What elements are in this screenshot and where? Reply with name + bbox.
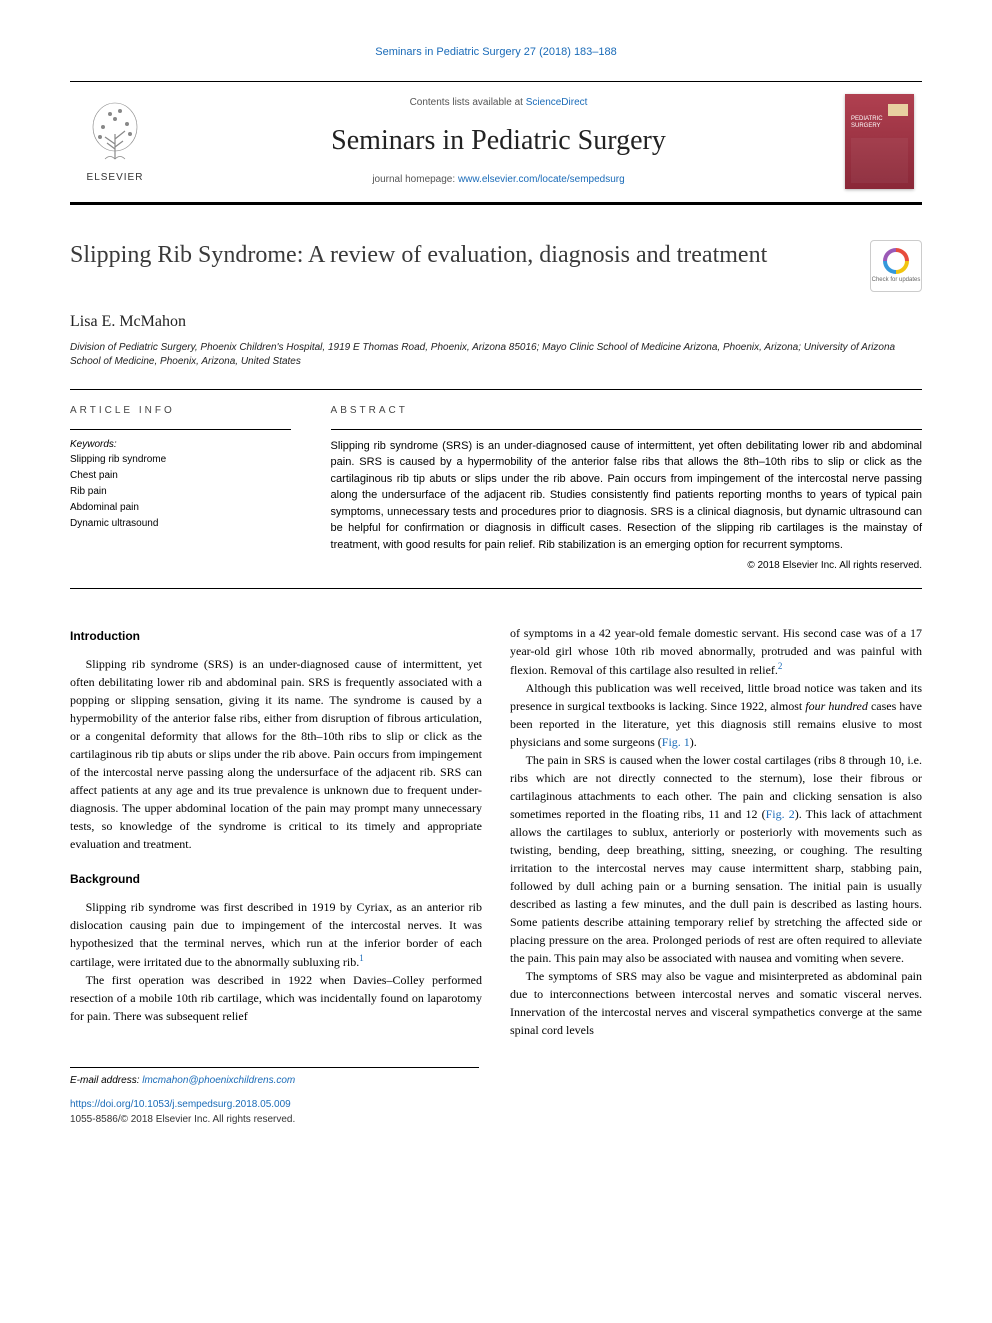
keyword: Abdominal pain [70,500,291,516]
email-label: E-mail address: [70,1075,142,1086]
title-block: Slipping Rib Syndrome: A review of evalu… [70,240,922,292]
contents-prefix: Contents lists available at [410,97,526,108]
contents-line: Contents lists available at ScienceDirec… [410,96,588,111]
abstract-copyright: © 2018 Elsevier Inc. All rights reserved… [331,559,922,574]
elsevier-logo: ELSEVIER [70,82,160,202]
article-info-label: article info [70,404,291,419]
abstract-label: abstract [331,404,922,419]
elsevier-tree-icon [85,99,145,169]
running-head: Seminars in Pediatric Surgery 27 (2018) … [70,45,922,61]
author-name: Lisa E. McMahon [70,310,922,333]
bg-p6: The symptoms of SRS may also be vague an… [510,967,922,1039]
cover-title-text: PEDIATRIC SURGERY [851,116,908,129]
bg-p4-emph: four hundred [805,699,868,713]
footer-block: E-mail address: lmcmahon@phoenixchildren… [70,1067,479,1128]
bg-p1-text: Slipping rib syndrome was first describe… [70,900,482,969]
fig1-link[interactable]: Fig. 1 [662,735,690,749]
doi-link[interactable]: https://doi.org/10.1053/j.sempedsurg.201… [70,1099,291,1110]
keyword: Slipping rib syndrome [70,452,291,468]
page: Seminars in Pediatric Surgery 27 (2018) … [0,0,992,1167]
email-link[interactable]: lmcmahon@phoenixchildrens.com [142,1075,295,1086]
bg-p3-text: of symptoms in a 42 year-old female dome… [510,626,922,677]
affiliation: Division of Pediatric Surgery, Phoenix C… [70,341,922,369]
masthead-center: Contents lists available at ScienceDirec… [160,82,837,202]
info-abstract-row: article info Keywords: Slipping rib synd… [70,389,922,589]
article-info-col: article info Keywords: Slipping rib synd… [70,390,309,588]
bg-p4c: ). [690,735,697,749]
heading-introduction: Introduction [70,628,482,645]
bg-p2: The first operation was described in 192… [70,971,482,1025]
abstract-col: abstract Slipping rib syndrome (SRS) is … [309,390,922,588]
homepage-prefix: journal homepage: [372,174,458,185]
bg-p5: The pain in SRS is caused when the lower… [510,751,922,967]
cover-thumbnail: PEDIATRIC SURGERY [845,94,914,189]
bg-p1: Slipping rib syndrome was first describe… [70,898,482,971]
elsevier-wordmark: ELSEVIER [87,171,144,186]
bg-p5b: ). This lack of attachment allows the ca… [510,807,922,965]
crossmark-button[interactable]: Check for updates [870,240,922,292]
body-columns: Introduction Slipping rib syndrome (SRS)… [70,624,922,1039]
journal-cover: PEDIATRIC SURGERY [837,82,922,202]
masthead: ELSEVIER Contents lists available at Sci… [70,81,922,205]
crossmark-label: Check for updates [872,276,921,285]
keywords-heading: Keywords: [70,429,291,453]
article-title: Slipping Rib Syndrome: A review of evalu… [70,240,870,271]
bg-p4: Although this publication was well recei… [510,679,922,751]
fig2-link[interactable]: Fig. 2 [766,807,795,821]
homepage-line: journal homepage: www.elsevier.com/locat… [372,173,624,188]
cover-body-art [851,138,908,183]
abstract-text: Slipping rib syndrome (SRS) is an under-… [331,429,922,554]
doi-line: https://doi.org/10.1053/j.sempedsurg.201… [70,1098,479,1113]
masthead-inner: ELSEVIER Contents lists available at Sci… [70,82,922,202]
homepage-link[interactable]: www.elsevier.com/locate/sempedsurg [458,174,625,185]
sciencedirect-link[interactable]: ScienceDirect [526,97,588,108]
heading-background: Background [70,871,482,888]
email-line: E-mail address: lmcmahon@phoenixchildren… [70,1074,479,1089]
ref-2[interactable]: 2 [778,661,783,671]
journal-title: Seminars in Pediatric Surgery [331,121,666,162]
keyword: Rib pain [70,484,291,500]
keyword: Chest pain [70,468,291,484]
ref-1[interactable]: 1 [359,953,364,963]
intro-p1: Slipping rib syndrome (SRS) is an under-… [70,655,482,853]
issn-line: 1055-8586/© 2018 Elsevier Inc. All right… [70,1113,479,1128]
keywords-list: Slipping rib syndrome Chest pain Rib pai… [70,452,291,532]
crossmark-icon [883,248,909,274]
keyword: Dynamic ultrasound [70,516,291,532]
bg-p3: of symptoms in a 42 year-old female dome… [510,624,922,679]
